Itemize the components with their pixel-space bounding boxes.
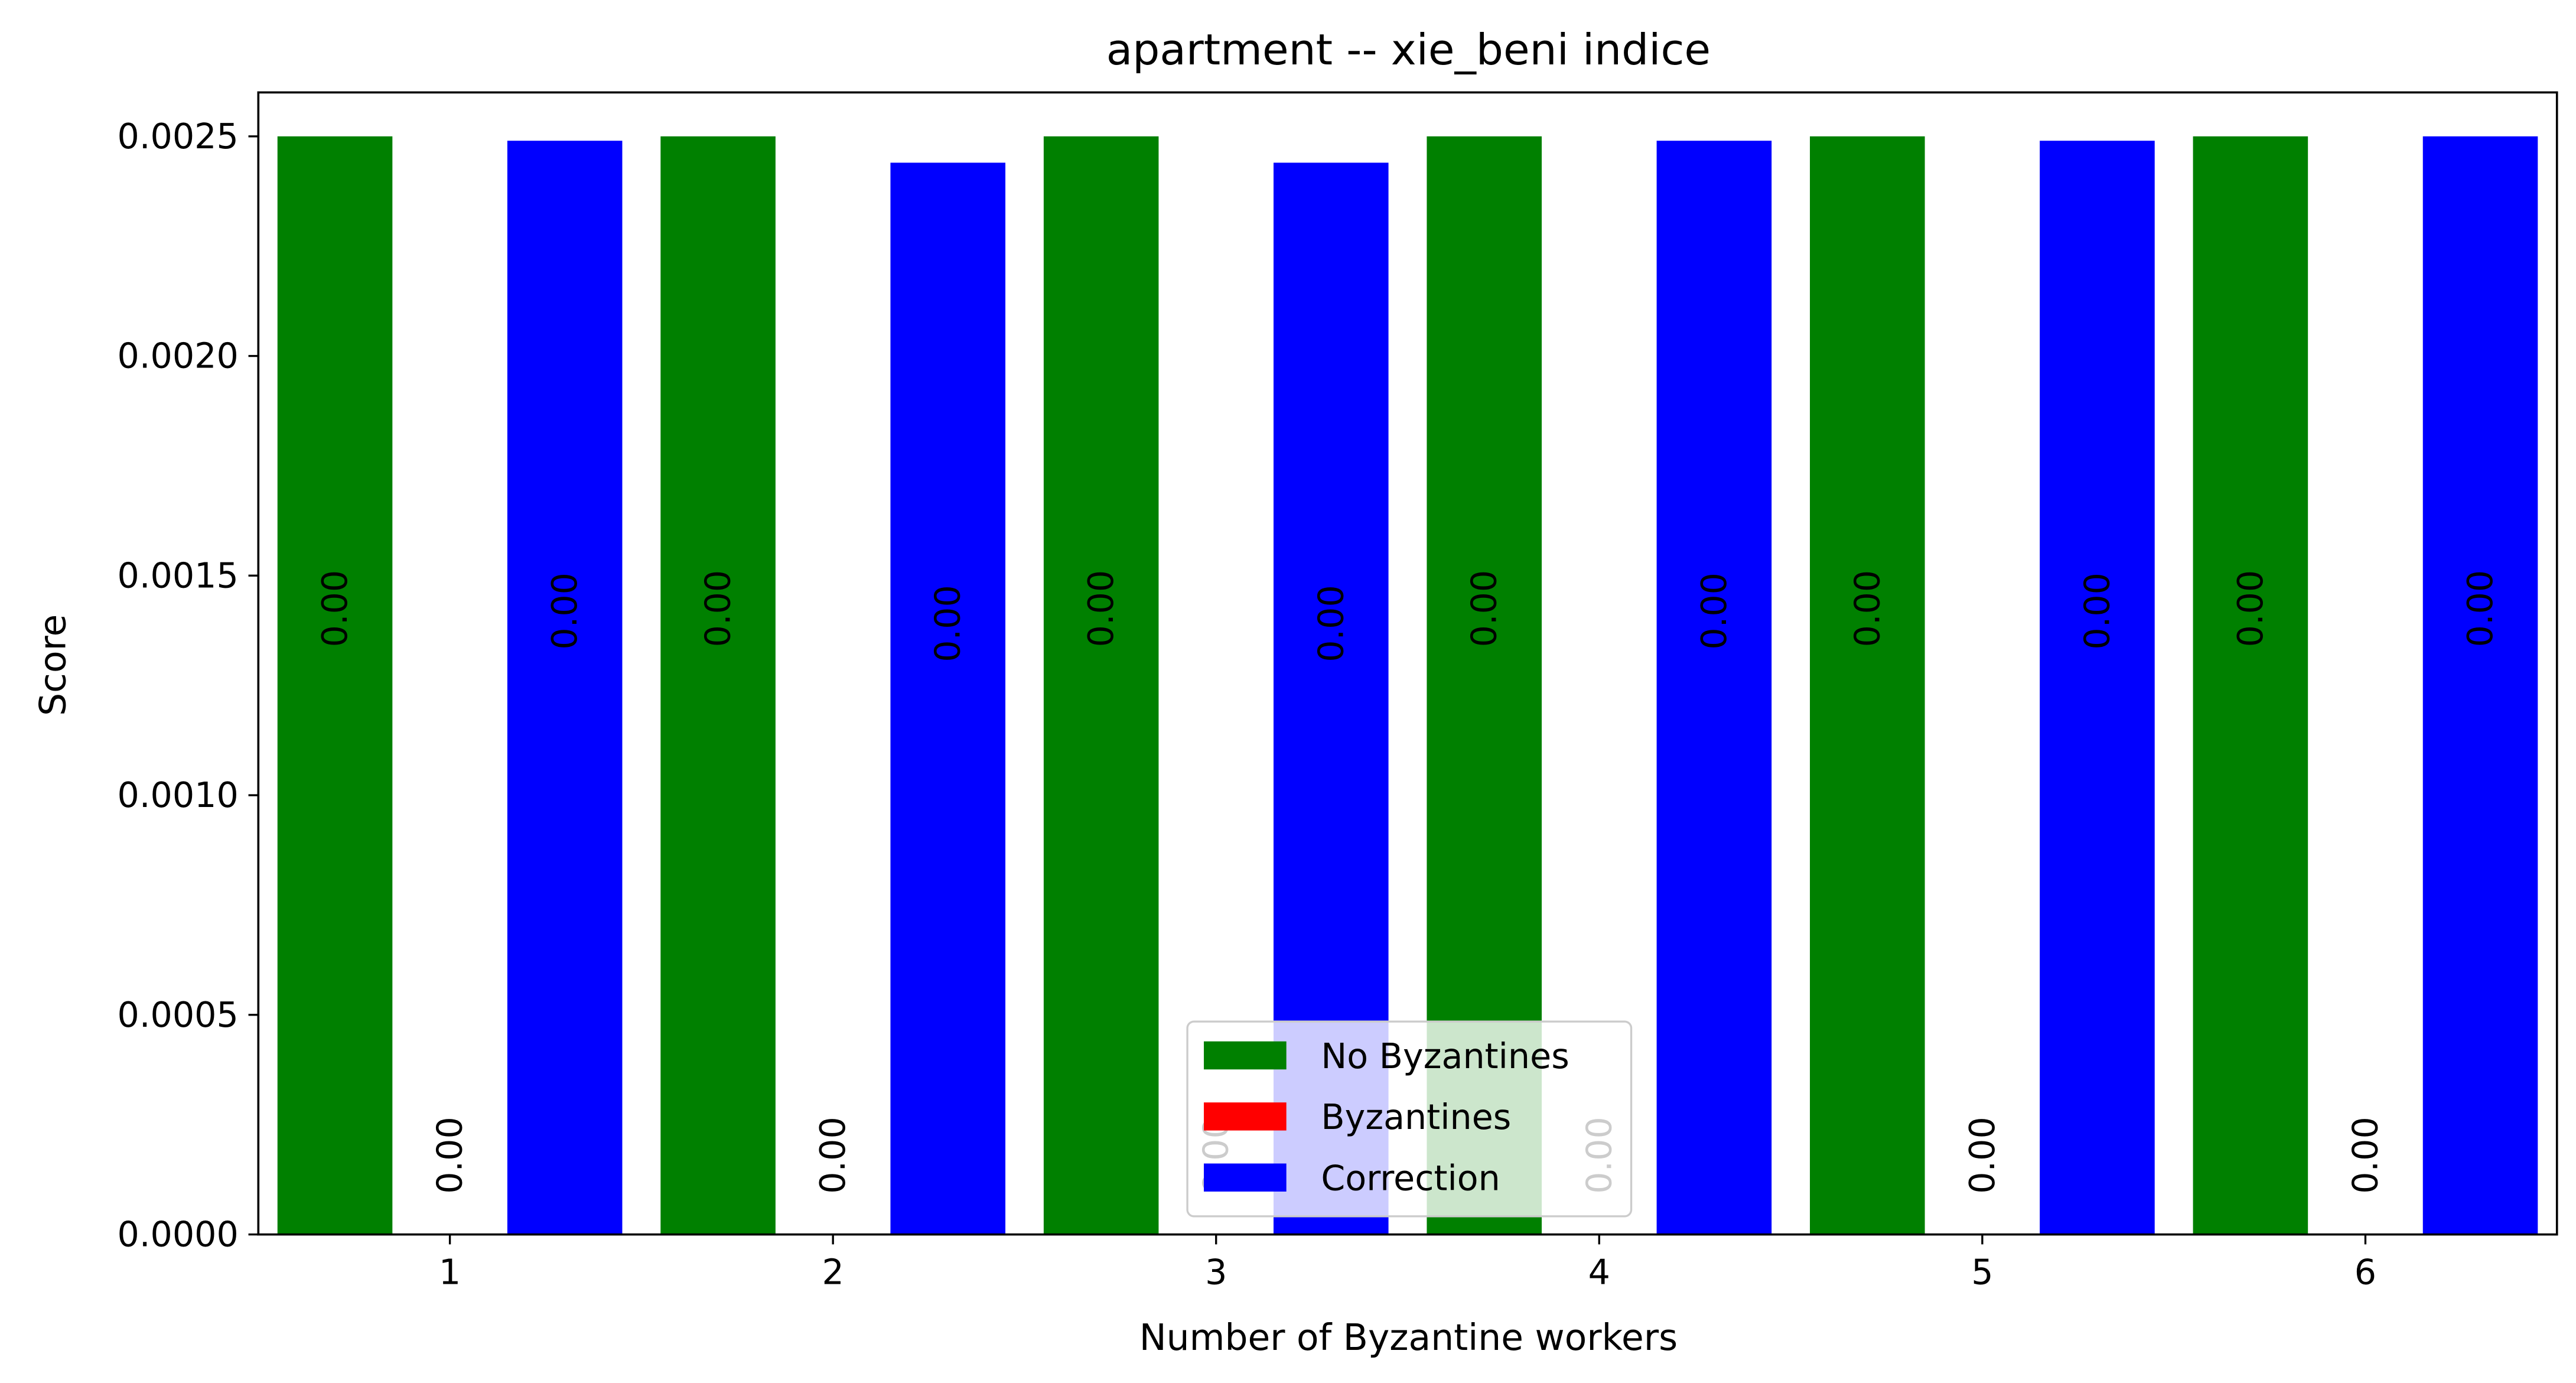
bar-value-label: 0.00 <box>1311 585 1351 662</box>
bar-no-byzantines-5 <box>1810 136 1925 1235</box>
bar-value-label: 0.00 <box>1081 570 1121 647</box>
bar-value-label: 0.00 <box>1464 570 1504 647</box>
bar-value-label: 0.00 <box>928 585 968 662</box>
bar-no-byzantines-3 <box>1043 136 1159 1235</box>
chart-title: apartment -- xie_beni indice <box>1106 25 1711 75</box>
legend: No Byzantines Byzantines Correction <box>1186 1020 1633 1218</box>
bar-labels-layer: 0.00 0.00 0.00 0.00 0.00 0.00 0.00 0.00 0.00 0.00… <box>315 570 2500 1194</box>
bar-correction-2 <box>890 162 1006 1235</box>
bar-value-label: 0.00 <box>1962 1117 2002 1194</box>
legend-swatch <box>1204 1102 1287 1131</box>
y-tick-label: 0.0020 <box>118 336 239 376</box>
bar-value-label: 0.00 <box>2077 572 2117 650</box>
x-tick-label: 5 <box>1971 1252 1993 1292</box>
bar-no-byzantines-6 <box>2193 136 2308 1235</box>
x-axis-label: Number of Byzantine workers <box>1139 1317 1678 1359</box>
y-tick-label: 0.0010 <box>118 775 239 815</box>
y-tick-label: 0.0025 <box>118 116 239 157</box>
legend-label: Correction <box>1321 1159 1500 1199</box>
legend-swatch <box>1204 1163 1287 1192</box>
bar-value-label: 0.00 <box>2460 570 2500 647</box>
bar-value-label: 0.00 <box>1847 570 1887 647</box>
bar-correction-6 <box>2422 136 2538 1235</box>
y-tick-label: 0.0005 <box>118 995 239 1035</box>
bar-value-label: 0.00 <box>2345 1117 2385 1194</box>
bar-no-byzantines-1 <box>277 136 393 1235</box>
bar-correction-5 <box>2040 141 2155 1235</box>
bar-value-label: 0.00 <box>1694 572 1734 650</box>
bar-value-label: 0.00 <box>698 570 738 647</box>
legend-label: Byzantines <box>1321 1097 1511 1137</box>
x-tick-label: 3 <box>1205 1252 1227 1292</box>
y-axis-label: Score <box>32 614 74 716</box>
x-tick-label: 1 <box>439 1252 461 1292</box>
x-tick-label: 4 <box>1588 1252 1610 1292</box>
y-tick-label: 0.0000 <box>118 1215 239 1255</box>
plot-frame <box>257 91 2558 1236</box>
x-tick-label: 6 <box>2354 1252 2376 1292</box>
bar-value-label: 0.00 <box>430 1117 470 1194</box>
bar-correction-4 <box>1656 141 1772 1235</box>
y-tick-label: 0.0015 <box>118 555 239 595</box>
bar-no-byzantines-2 <box>660 136 776 1235</box>
bar-value-label: 0.00 <box>315 570 355 647</box>
bar-value-label: 0.00 <box>545 572 585 650</box>
axes-layer: 0.0000 0.0005 0.0010 0.0015 0.0020 0.0025 1 2 3 4… <box>118 91 2558 1292</box>
bar-value-label: 0.00 <box>2230 570 2271 647</box>
bar-value-label: 0.00 <box>813 1117 853 1194</box>
legend-label: No Byzantines <box>1321 1036 1569 1076</box>
x-tick-label: 2 <box>822 1252 844 1292</box>
legend-swatch <box>1204 1041 1287 1070</box>
legend-box <box>1186 1020 1633 1218</box>
bar-correction-1 <box>507 141 623 1235</box>
